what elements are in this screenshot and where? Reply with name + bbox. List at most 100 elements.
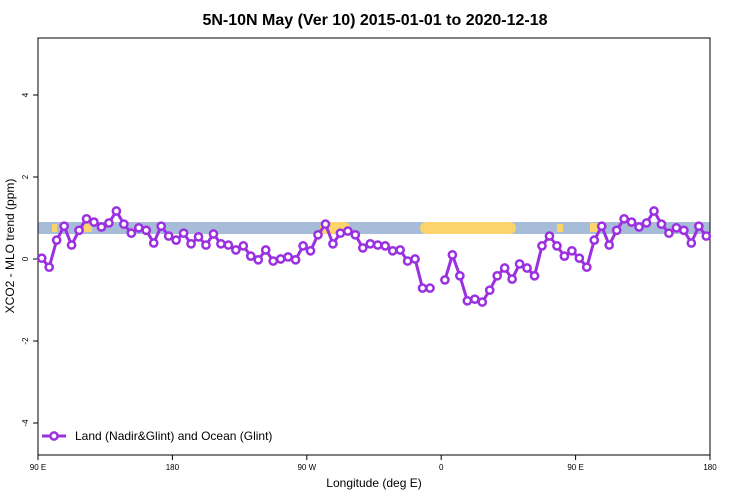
- data-point: [156, 221, 167, 232]
- data-point: [126, 228, 137, 239]
- y-tick-label: 2: [21, 174, 30, 179]
- y-tick-label: -2: [21, 337, 30, 345]
- data-point: [313, 229, 323, 240]
- data-point: [231, 245, 241, 255]
- data-point: [417, 283, 428, 293]
- data-point: [141, 225, 152, 236]
- data-point: [290, 254, 301, 265]
- data-point: [514, 259, 525, 269]
- data-point: [537, 241, 547, 251]
- data-point: [552, 241, 562, 251]
- data-point: [626, 217, 637, 227]
- data-point: [581, 262, 592, 273]
- data-point: [440, 275, 450, 285]
- data-point: [104, 218, 114, 228]
- data-point: [66, 240, 77, 250]
- data-point: [96, 222, 107, 232]
- data-point: [178, 228, 189, 239]
- data-point: [193, 232, 204, 242]
- data-point: [656, 219, 667, 230]
- data-point: [305, 245, 316, 256]
- data-point: [447, 250, 458, 260]
- data-point: [74, 225, 84, 236]
- land-ocean-strip: [38, 222, 710, 234]
- data-point: [671, 222, 682, 233]
- data-point: [260, 245, 271, 255]
- data-point: [410, 254, 420, 264]
- data-point: [395, 245, 405, 255]
- data-point: [574, 253, 585, 264]
- data-point: [298, 241, 308, 251]
- data-point: [328, 238, 338, 249]
- x-axis-label: Longitude (deg E): [326, 476, 421, 490]
- data-point: [208, 229, 219, 239]
- data-point: [596, 221, 607, 232]
- data-point: [380, 241, 391, 251]
- data-point: [275, 254, 286, 264]
- data-point: [544, 231, 555, 241]
- data-point: [387, 245, 398, 256]
- data-point: [589, 235, 600, 245]
- data-point: [44, 262, 55, 273]
- y-tick-label: 4: [21, 92, 30, 97]
- data-point: [372, 240, 383, 250]
- data-point: [59, 221, 69, 232]
- data-point: [268, 256, 279, 266]
- data-point: [253, 254, 264, 265]
- data-point: [283, 252, 293, 262]
- chart-title: 5N-10N May (Ver 10) 2015-01-01 to 2020-1…: [202, 12, 547, 29]
- data-point: [163, 231, 174, 241]
- data-point: [171, 235, 181, 245]
- data-point: [119, 219, 129, 230]
- data-point: [469, 294, 480, 305]
- data-point: [664, 228, 674, 239]
- data-point: [335, 228, 346, 239]
- y-tick-label: 0: [21, 256, 30, 261]
- data-point: [619, 213, 629, 224]
- data-point: [357, 243, 368, 253]
- data-point: [425, 283, 435, 293]
- data-point: [604, 240, 615, 250]
- x-tick-label: 0: [439, 463, 444, 472]
- plot-frame: [37, 37, 711, 456]
- data-point: [343, 226, 353, 236]
- data-point: [641, 218, 652, 228]
- x-tick-label: 180: [703, 463, 717, 472]
- y-axis-label: XCO2 - MLO trend (ppm): [3, 179, 17, 314]
- data-point: [649, 206, 659, 216]
- data-point: [350, 229, 361, 240]
- x-tick-label: 90 E: [30, 463, 46, 472]
- data-point: [559, 251, 570, 261]
- data-point: [81, 213, 92, 224]
- data-point: [320, 219, 331, 230]
- x-tick-label: 90 W: [297, 463, 316, 472]
- data-point: [148, 238, 159, 248]
- data-point: [365, 238, 376, 249]
- data-point: [36, 253, 47, 264]
- data-point: [686, 238, 697, 248]
- data-point: [462, 295, 473, 306]
- data-point: [693, 221, 704, 232]
- data-point: [529, 270, 540, 281]
- data-point: [522, 263, 532, 273]
- data-point: [238, 241, 249, 251]
- data-point: [89, 217, 99, 227]
- data-point: [477, 297, 488, 307]
- data-point: [679, 225, 689, 236]
- data-point: [111, 206, 122, 216]
- data-point: [455, 270, 465, 281]
- data-point: [492, 270, 503, 281]
- x-tick-label: 180: [166, 463, 180, 472]
- data-point: [611, 225, 622, 236]
- y-tick-label: -4: [21, 419, 30, 427]
- data-point: [133, 222, 144, 233]
- data-point: [216, 238, 226, 249]
- data-point: [51, 235, 62, 245]
- data-point: [567, 245, 577, 256]
- data-point: [245, 251, 256, 261]
- data-point: [201, 240, 211, 250]
- data-point: [634, 222, 644, 232]
- x-tick-label: 90 E: [567, 463, 583, 472]
- data-point: [186, 238, 196, 249]
